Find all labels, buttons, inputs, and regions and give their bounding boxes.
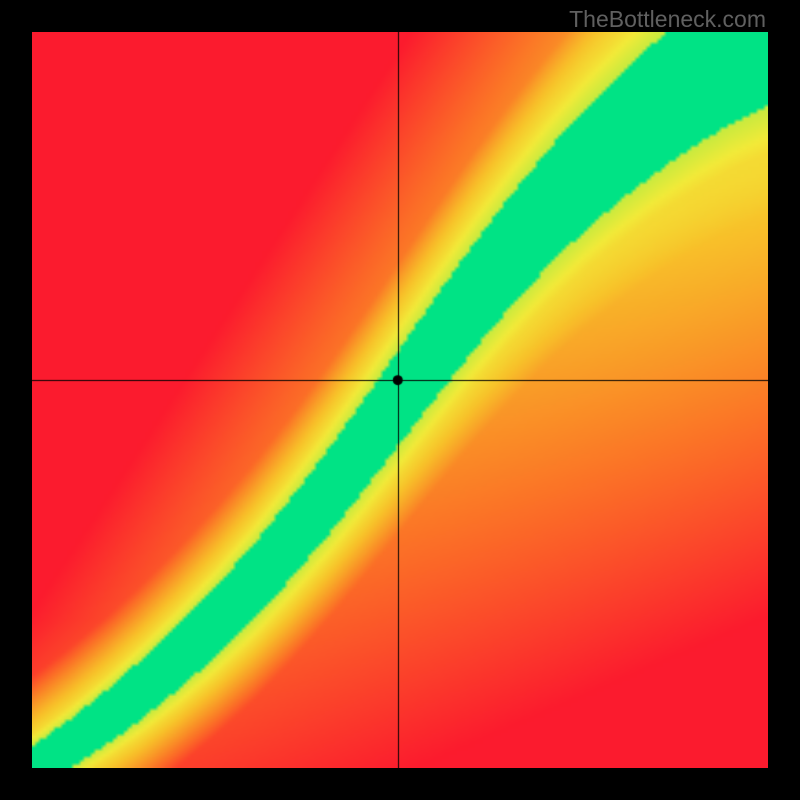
crosshair-overlay <box>32 32 768 768</box>
watermark-text: TheBottleneck.com <box>569 6 766 33</box>
chart-container: TheBottleneck.com <box>0 0 800 800</box>
